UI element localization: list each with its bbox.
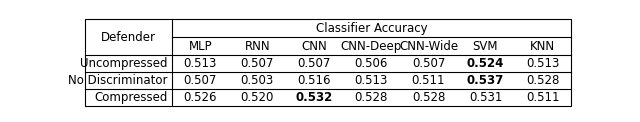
- Text: 0.511: 0.511: [526, 91, 559, 104]
- Text: 0.532: 0.532: [296, 91, 333, 104]
- Text: 0.513: 0.513: [184, 57, 217, 70]
- Text: No Discriminator: No Discriminator: [68, 74, 168, 87]
- Text: CNN: CNN: [301, 40, 327, 53]
- Text: CNN-Wide: CNN-Wide: [399, 40, 458, 53]
- Text: 0.507: 0.507: [241, 57, 274, 70]
- Text: 0.506: 0.506: [355, 57, 388, 70]
- Text: 0.528: 0.528: [526, 74, 559, 87]
- Text: Compressed: Compressed: [95, 91, 168, 104]
- Text: 0.511: 0.511: [412, 74, 445, 87]
- Text: Defender: Defender: [101, 31, 156, 44]
- Text: 0.516: 0.516: [298, 74, 331, 87]
- Text: RNN: RNN: [244, 40, 270, 53]
- Text: 0.531: 0.531: [468, 91, 502, 104]
- Text: 0.528: 0.528: [412, 91, 445, 104]
- Text: 0.503: 0.503: [241, 74, 274, 87]
- Text: 0.526: 0.526: [184, 91, 217, 104]
- Text: MLP: MLP: [188, 40, 212, 53]
- Text: Uncompressed: Uncompressed: [80, 57, 168, 70]
- Text: 0.513: 0.513: [526, 57, 559, 70]
- Text: Classifier Accuracy: Classifier Accuracy: [316, 22, 428, 35]
- Text: 0.507: 0.507: [184, 74, 217, 87]
- Text: 0.507: 0.507: [298, 57, 331, 70]
- Text: SVM: SVM: [473, 40, 498, 53]
- Text: 0.524: 0.524: [467, 57, 504, 70]
- Text: 0.537: 0.537: [467, 74, 504, 87]
- Text: 0.513: 0.513: [355, 74, 388, 87]
- Text: CNN-Deep: CNN-Deep: [340, 40, 402, 53]
- Text: 0.520: 0.520: [241, 91, 274, 104]
- Text: 0.528: 0.528: [355, 91, 388, 104]
- Text: KNN: KNN: [530, 40, 555, 53]
- Text: 0.507: 0.507: [412, 57, 445, 70]
